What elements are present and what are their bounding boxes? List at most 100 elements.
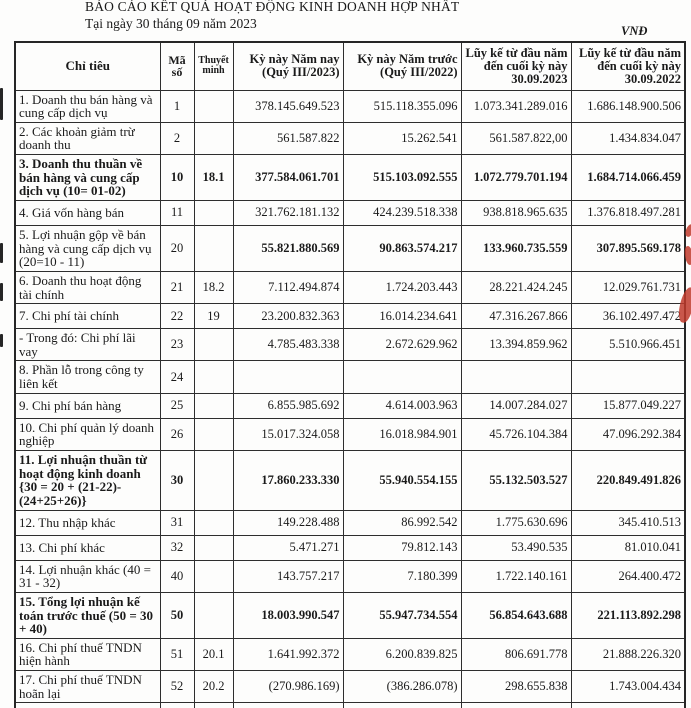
report-title: BÁO CÁO KẾT QUẢ HOẠT ĐỘNG KINH DOANH HỢP… — [85, 0, 460, 14]
value-cell: 1.775.630.696 — [460, 509, 572, 536]
value-cell: 18.003.990.547 — [232, 591, 344, 639]
value-cell: 53.490.535 — [460, 534, 572, 561]
table-row: 5. Lợi nhuận gộp về bán hàng và cung cấp… — [14, 224, 686, 272]
value-cell: 16.014.234.641 — [342, 303, 462, 330]
value-cell: 1.376.818.497.281 — [570, 199, 686, 226]
value-cell: 21.888.226.320 — [570, 637, 686, 672]
note-cell — [193, 199, 234, 226]
value-cell: 321.762.181.132 — [232, 199, 344, 226]
value-cell: 15.877.049.227 — [570, 392, 686, 419]
code-cell: 50 — [159, 591, 195, 639]
note-cell — [193, 224, 234, 272]
value-cell: 17.860.233.330 — [232, 450, 344, 511]
column-header: Chỉ tiêu — [14, 41, 161, 91]
value-cell: 7.112.494.874 — [232, 270, 344, 305]
value-cell: 7.180.399 — [342, 559, 462, 593]
value-cell: 4.785.483.338 — [232, 328, 344, 362]
row-label-cell: - Trong đó: Chi phí lãi vay — [14, 328, 161, 362]
column-header: Thuyết minh — [193, 41, 234, 91]
value-cell: 28.221.424.245 — [460, 270, 572, 305]
table-row: 12. Thu nhập khác 31 149.228.488 86.992.542… — [14, 509, 686, 536]
value-cell: 4.614.003.963 — [342, 392, 462, 419]
value-cell: 149.228.488 — [232, 509, 344, 536]
table-row: 10. Chi phí quản lý doanh nghiệp 26 15.017… — [14, 417, 686, 452]
value-cell: 1.722.140.161 — [460, 559, 572, 593]
value-cell: 55.947.734.554 — [342, 591, 462, 639]
value-cell: (386.286.078) — [342, 670, 462, 704]
value-cell: 1.724.203.443 — [342, 270, 462, 305]
value-cell: 377.584.061.701 — [232, 154, 344, 201]
value-cell: 55.132.503.527 — [460, 450, 572, 511]
table-row: 4. Giá vốn hàng bán 11 321.762.181.132 424.… — [14, 199, 686, 226]
value-cell: 806.691.778 — [460, 637, 572, 672]
value-cell: 515.118.355.096 — [342, 89, 462, 123]
value-cell: 424.239.518.338 — [342, 199, 462, 226]
row-label-cell: 9. Chi phí bán hàng — [14, 392, 161, 419]
row-label-cell: 11. Lợi nhuận thuần từ hoạt động kinh do… — [14, 450, 161, 511]
value-cell: 133.960.735.559 — [460, 224, 572, 272]
note-cell — [193, 559, 234, 593]
scan-artifact — [0, 334, 3, 347]
code-cell: 25 — [159, 392, 195, 419]
row-label-cell: 16. Chi phí thuế TNDN hiện hành — [14, 637, 161, 672]
code-cell: 23 — [159, 328, 195, 362]
table-row: 7. Chi phí tài chính 22 19 23.200.832.363 16… — [14, 303, 686, 330]
currency-unit-label: VNĐ — [621, 24, 648, 38]
value-cell: 1.434.834.047 — [570, 121, 686, 156]
scan-artifact — [0, 88, 3, 120]
table-row: 17. Chi phí thuế TNDN hoãn lại 52 20.2 (270… — [14, 670, 686, 704]
table-row: 9. Chi phí bán hàng 25 6.855.985.692 4.614.… — [14, 392, 686, 419]
note-cell: 20.1 — [193, 637, 234, 672]
code-cell: 1 — [159, 89, 195, 123]
note-cell: 18.1 — [193, 154, 234, 201]
row-label-cell: 14. Lợi nhuận khác (40 = 31 - 32) — [14, 559, 161, 593]
table-row: 2. Các khoản giảm trừ doanh thu 2 561.587.… — [14, 121, 686, 156]
row-label-cell: 3. Doanh thu thuần về bán hàng và cung c… — [14, 154, 161, 201]
note-cell — [193, 417, 234, 452]
value-cell: 264.400.472 — [570, 559, 686, 593]
value-cell: 86.992.542 — [342, 509, 462, 536]
code-cell: 51 — [159, 637, 195, 672]
note-cell — [193, 392, 234, 419]
code-cell: 10 — [159, 154, 195, 201]
value-cell — [232, 360, 344, 394]
table-row: - Trong đó: Chi phí lãi vay 23 4.785.483.3… — [14, 328, 686, 362]
value-cell: 36.102.497.472 — [570, 303, 686, 330]
scan-artifact — [0, 283, 3, 301]
row-label-cell: 2. Các khoản giảm trừ doanh thu — [14, 121, 161, 156]
value-cell: 561.587.822 — [232, 121, 344, 156]
table-row: 1. Doanh thu bán hàng và cung cấp dịch v… — [14, 89, 686, 123]
code-cell: 31 — [159, 509, 195, 536]
row-label-cell: 7. Chi phí tài chính — [14, 303, 161, 330]
code-cell: 2 — [159, 121, 195, 156]
note-cell — [193, 450, 234, 511]
code-cell: 40 — [159, 559, 195, 593]
column-header: Mã số — [159, 41, 195, 91]
value-cell — [342, 702, 462, 708]
row-label-cell: 13. Chi phí khác — [14, 534, 161, 561]
row-label-cell: 10. Chi phí quản lý doanh nghiệp — [14, 417, 161, 452]
scan-artifact — [0, 243, 3, 263]
table-row: 8. Phần lỗ trong công ty liên kết 24 — [14, 360, 686, 394]
value-cell: 1.686.148.900.506 — [570, 89, 686, 123]
value-cell: 45.726.104.384 — [460, 417, 572, 452]
value-cell: 561.587.822,00 — [460, 121, 572, 156]
value-cell: 15.017.324.058 — [232, 417, 344, 452]
table-header-row: Chỉ tiêu Mã số Thuyết minh Kỳ này Năm nay (… — [14, 41, 686, 91]
row-label-cell: 17. Chi phí thuế TNDN hoãn lại — [14, 670, 161, 704]
value-cell: 47.316.267.866 — [460, 303, 572, 330]
row-label-cell: 8. Phần lỗ trong công ty liên kết — [14, 360, 161, 394]
row-label-cell — [14, 702, 161, 708]
column-header: Kỳ này Năm nay (Quý III/2023) — [232, 41, 344, 91]
row-label-cell: 15. Tổng lợi nhuận kế toán trước thuế (5… — [14, 591, 161, 639]
value-cell: 378.145.649.523 — [232, 89, 344, 123]
value-cell: 6.200.839.825 — [342, 637, 462, 672]
report-date: Tại ngày 30 tháng 09 năm 2023 — [85, 16, 257, 31]
code-cell — [159, 702, 195, 708]
table-row — [14, 702, 686, 708]
income-statement-table: Chỉ tiêu Mã số Thuyết minh Kỳ này Năm nay (… — [14, 41, 686, 708]
note-cell: 20.2 — [193, 670, 234, 704]
value-cell: 1.072.779.701.194 — [460, 154, 572, 201]
value-cell: 79.812.143 — [342, 534, 462, 561]
